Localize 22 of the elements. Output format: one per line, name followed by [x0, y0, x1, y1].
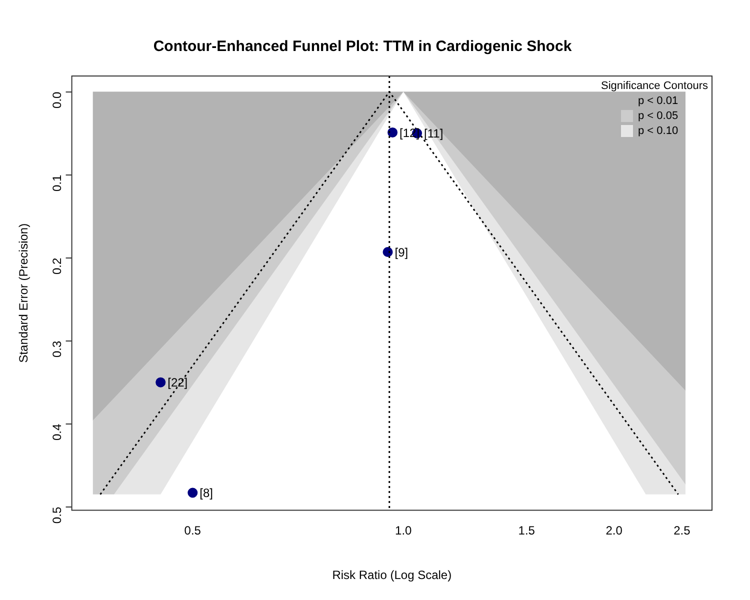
- legend-title: Significance Contours: [600, 80, 708, 92]
- x-tick-label: 2.5: [674, 524, 691, 538]
- annotation: [9]: [394, 245, 408, 260]
- y-tick-label: 0.4: [50, 424, 64, 441]
- y-tick-label: 0.3: [50, 340, 64, 358]
- legend-label: p < 0.10: [638, 125, 678, 138]
- x-axis-title: Risk Ratio (Log Scale): [332, 568, 452, 582]
- legend-label: p < 0.05: [638, 110, 678, 122]
- x-tick-label: 2.0: [606, 524, 623, 538]
- chart-title: Contour-Enhanced Funnel Plot: TTM in Cardiogenic Shock: [153, 38, 572, 56]
- annotation: [8]: [200, 486, 213, 500]
- y-axis-title: Standard Error (Precision): [16, 223, 31, 363]
- x-tick-label: 1.0: [395, 524, 412, 538]
- x-tick-label: 1.5: [518, 524, 536, 538]
- x-tick-label: 0.5: [184, 524, 202, 538]
- y-tick-label: 0.0: [50, 91, 64, 108]
- y-tick-label: 0.2: [50, 257, 64, 275]
- y-tick-label: 0.5: [50, 506, 64, 524]
- series-label: p < 0.01: [638, 95, 678, 108]
- annotation: [22]: [168, 376, 188, 390]
- annotation: [11]: [424, 126, 444, 141]
- y-tick-label: 0.1: [50, 174, 64, 192]
